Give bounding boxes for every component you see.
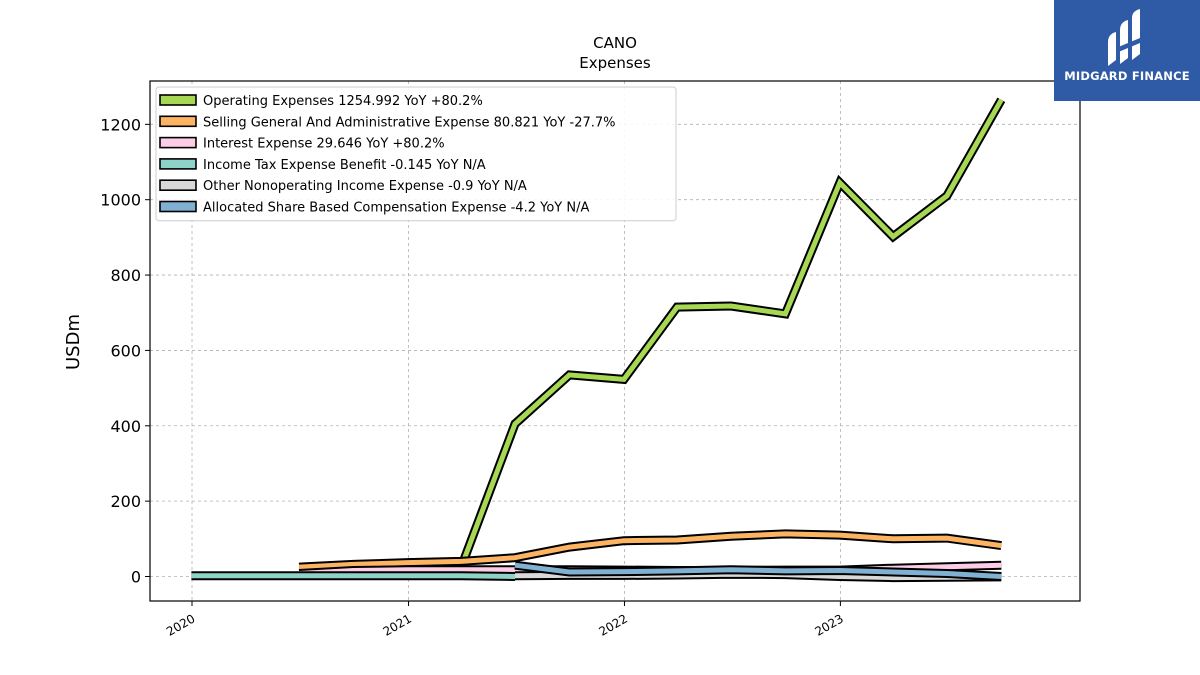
midgard-logo-icon	[1108, 9, 1140, 66]
legend-label: Other Nonoperating Income Expense -0.9 Y…	[203, 179, 527, 194]
x-tick-label: 2022	[597, 611, 630, 638]
series-line-0	[456, 97, 1006, 569]
y-tick-label: 1200	[100, 115, 141, 134]
legend-label: Operating Expenses 1254.992 YoY +80.2%	[203, 94, 483, 109]
chart-subtitle: Expenses	[579, 54, 651, 72]
plot-frame	[149, 80, 1081, 602]
y-tick-label: 400	[110, 417, 141, 436]
y-tick-label: 0	[131, 568, 141, 587]
x-tick-label: 2020	[164, 611, 197, 638]
brand-name: MIDGARD FINANCE	[1064, 69, 1190, 83]
axes: 0 200 400 600 800 1000 1200 2020 2021 2022 2023	[100, 115, 846, 639]
series-stroke	[458, 98, 1004, 568]
legend-swatch	[159, 200, 197, 213]
x-tick-label: 2023	[812, 611, 845, 638]
legend-box	[155, 86, 677, 222]
y-tick-label: 200	[110, 492, 141, 511]
series-line-5	[514, 560, 1002, 581]
chart-title: CANO	[593, 34, 637, 52]
legend-swatch	[159, 158, 197, 170]
legend-label: Allocated Share Based Compensation Expen…	[203, 201, 589, 216]
y-tick-label: 800	[110, 266, 141, 285]
y-axis-label: USDm	[63, 314, 84, 370]
legend-label: Interest Expense 29.646 YoY +80.2%	[203, 137, 445, 152]
legend: Operating Expenses 1254.992 YoY +80.2% Se…	[155, 86, 677, 222]
series-stroke	[191, 573, 516, 579]
legend-swatch	[159, 136, 197, 149]
series-line-3	[191, 571, 516, 581]
series-line-1	[298, 529, 1002, 572]
x-tick-label: 2021	[381, 611, 414, 638]
series-stroke	[298, 531, 1002, 570]
legend-swatch	[159, 115, 197, 128]
y-tick-label: 1000	[100, 191, 141, 210]
legend-label: Selling General And Administrative Expen…	[203, 115, 616, 130]
y-tick-label: 600	[110, 341, 141, 360]
legend-label: Income Tax Expense Benefit -0.145 YoY N/…	[203, 158, 486, 173]
series-lines	[191, 97, 1006, 583]
brand-logo: MIDGARD FINANCE	[1054, 0, 1200, 101]
legend-swatch	[159, 179, 197, 191]
legend-swatch	[159, 94, 197, 106]
series-stroke	[514, 562, 1002, 579]
